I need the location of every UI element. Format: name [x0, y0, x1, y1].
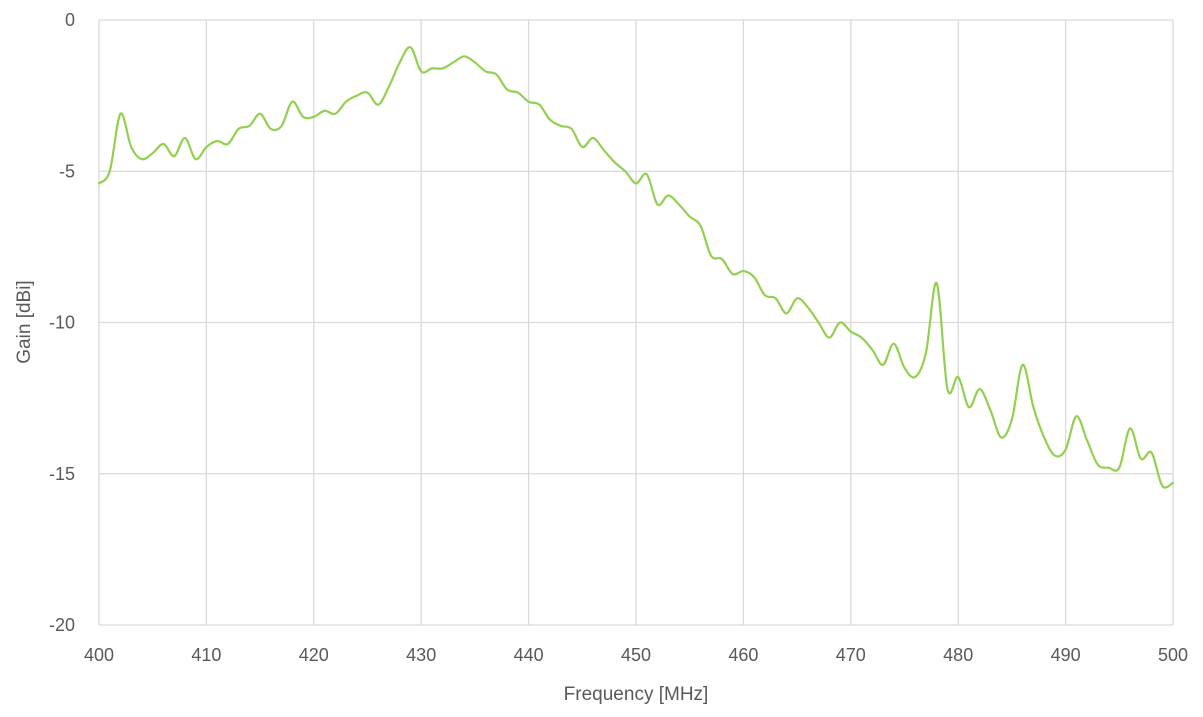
tick-labels: 0 -5 -10 -15 -20 400 410 420 430 440 450 460 470 480 4… — [49, 10, 1188, 665]
x-tick-label: 500 — [1158, 645, 1188, 665]
x-tick-label: 490 — [1051, 645, 1081, 665]
y-tick-label: -5 — [59, 161, 75, 181]
y-tick-label: -15 — [49, 464, 75, 484]
grid — [98, 19, 1174, 626]
x-tick-label: 420 — [299, 645, 329, 665]
x-tick-label: 410 — [191, 645, 221, 665]
y-axis-title: Gain [dBi] — [14, 280, 35, 363]
x-tick-label: 460 — [728, 645, 758, 665]
y-tick-label: -10 — [49, 313, 75, 333]
x-tick-label: 440 — [514, 645, 544, 665]
x-axis-title: Frequency [MHz] — [564, 684, 709, 705]
series-line-group — [97, 46, 1175, 489]
x-tick-label: 470 — [836, 645, 866, 665]
series-line — [97, 46, 1175, 489]
y-tick-label: -20 — [49, 615, 75, 635]
x-tick-label: 430 — [406, 645, 436, 665]
x-tick-label: 480 — [943, 645, 973, 665]
x-tick-label: 400 — [84, 645, 114, 665]
y-tick-label: 0 — [65, 10, 75, 30]
x-tick-label: 450 — [621, 645, 651, 665]
